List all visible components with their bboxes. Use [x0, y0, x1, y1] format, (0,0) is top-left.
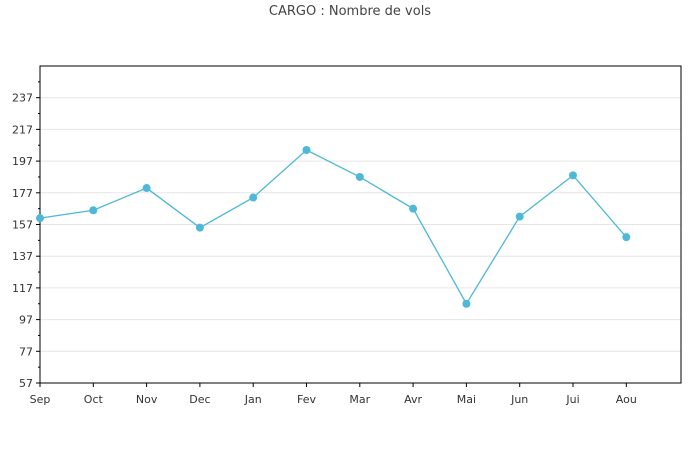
x-tick-label: Dec [189, 393, 210, 406]
y-tick-label: 177 [12, 187, 33, 200]
x-tick-label: Jan [244, 393, 262, 406]
series-line [39, 149, 627, 306]
x-tick-label: Mar [349, 393, 370, 406]
x-tick-label: Jui [565, 393, 579, 406]
y-tick-label: 97 [19, 314, 33, 327]
gridlines [40, 97, 681, 352]
data-point [515, 212, 524, 221]
y-tick-label: 137 [12, 250, 33, 263]
data-point [89, 206, 98, 215]
x-tick-label: Sep [30, 393, 51, 406]
y-axis: 57 77 97 117 137 157 177 197 217 237 [12, 81, 40, 390]
data-point [195, 223, 204, 232]
x-tick-label: Mai [457, 393, 476, 406]
y-tick-label: 57 [19, 377, 33, 390]
data-point [622, 233, 631, 242]
x-tick-label: Aou [616, 393, 637, 406]
y-tick-label: 197 [12, 155, 33, 168]
chart-title: CARGO : Nombre de vols [268, 4, 432, 19]
x-tick-label: Jun [510, 393, 528, 406]
y-tick-label: 237 [12, 92, 33, 105]
data-point [462, 299, 471, 308]
y-tick-label: 77 [19, 345, 33, 358]
data-point [355, 172, 364, 181]
y-tick-label: 217 [12, 123, 33, 136]
x-axis: Sep Oct Nov Dec Jan Fev Mar Avr Mai Jun Jui Aou [30, 383, 637, 406]
data-point [36, 214, 44, 223]
series-layer [36, 146, 631, 308]
data-point [302, 146, 311, 155]
y-tick-label: 157 [12, 219, 33, 232]
x-tick-label: Oct [84, 393, 104, 406]
x-tick-label: Nov [136, 393, 158, 406]
x-tick-label: Fev [297, 393, 316, 406]
x-tick-label: Avr [404, 393, 422, 406]
data-point [249, 193, 258, 202]
y-tick-label: 117 [12, 282, 33, 295]
data-point [409, 204, 418, 213]
data-point [569, 171, 577, 180]
data-point [142, 184, 151, 193]
